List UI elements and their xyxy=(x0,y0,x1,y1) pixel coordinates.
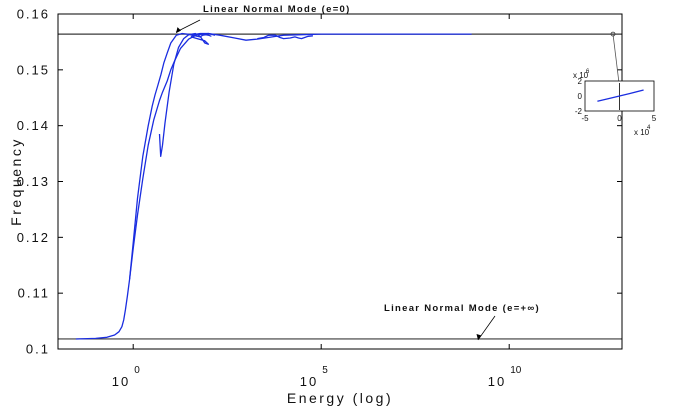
y-tick-label: 0.16 xyxy=(17,7,50,22)
inset-y-exponent-power: 6 xyxy=(586,69,590,75)
series-line-3 xyxy=(158,32,216,158)
inset-y-tick-label: 2 xyxy=(578,77,583,86)
annotation-infinite-energy-arrowhead xyxy=(476,333,482,340)
x-tick-label-exponent: 5 xyxy=(322,365,328,376)
x-tick-label-exponent: 10 xyxy=(510,365,522,376)
annotation-zero-energy: Linear Normal Mode (e=0) xyxy=(175,4,351,34)
inset-y-ticks: 2 0 -2 xyxy=(575,77,583,116)
inset-leader-line xyxy=(612,34,620,84)
y-tick-label: 0.12 xyxy=(17,230,50,245)
inset-x-exponent-base: x 10 xyxy=(634,128,650,137)
inset-zoom-plot: -5 0 5 2 0 -2 x 10 6 x 10 4 xyxy=(573,31,657,137)
annotation-zero-energy-arrowhead xyxy=(176,27,181,34)
series-line-2 xyxy=(128,32,212,280)
annotation-infinite-energy-text: Linear Normal Mode (e=+∞) xyxy=(384,303,540,314)
x-tick-label-base: 10 xyxy=(488,374,506,389)
y-tick-label: 0.1 xyxy=(26,342,50,357)
inset-y-exponent-base: x 10 xyxy=(573,71,589,80)
inset-y-tick-label: -2 xyxy=(575,107,583,116)
annotation-infinite-energy: Linear Normal Mode (e=+∞) xyxy=(384,303,540,341)
series-group xyxy=(75,32,472,340)
inset-x-ticks: -5 0 5 xyxy=(581,114,656,123)
y-tick-label: 0.11 xyxy=(18,286,50,301)
series-line-1 xyxy=(75,32,472,340)
inset-x-exponent-power: 4 xyxy=(647,125,651,131)
inset-x-tick-label: 0 xyxy=(617,114,622,123)
inset-x-tick-label: 5 xyxy=(652,114,657,123)
series-line-4 xyxy=(257,34,313,40)
inset-series-line xyxy=(597,89,644,102)
y-tick-label: 0.14 xyxy=(17,118,50,133)
y-tick-label: 0.13 xyxy=(17,174,50,189)
y-tick-label: 0.15 xyxy=(17,62,50,77)
x-tick-label-base: 10 xyxy=(112,374,130,389)
x-tick-label-exponent: 0 xyxy=(134,365,140,376)
inset-anchor-marker xyxy=(610,31,616,37)
y-axis-ticks: 0.1 0.11 0.12 0.13 0.14 0.15 0.16 xyxy=(17,7,622,357)
x-axis-ticks: 10 0 10 5 10 10 xyxy=(112,14,522,389)
annotation-zero-energy-text: Linear Normal Mode (e=0) xyxy=(203,4,351,15)
x-axis-label: Energy (log) xyxy=(287,390,393,406)
y-axis-label: Frequency xyxy=(8,137,24,226)
inset-x-tick-label: -5 xyxy=(581,114,589,123)
x-tick-label-base: 10 xyxy=(300,374,318,389)
inset-y-tick-label: 0 xyxy=(578,92,583,101)
